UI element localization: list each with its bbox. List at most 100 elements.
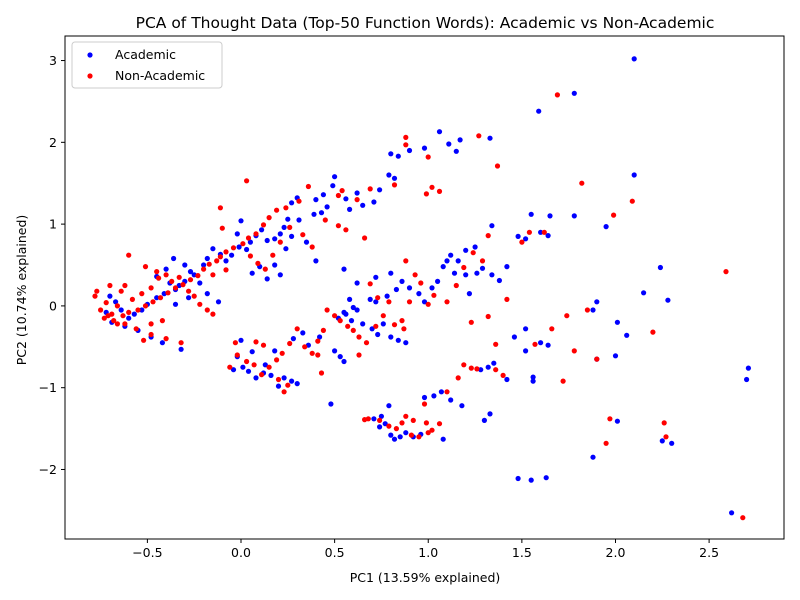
point-non-academic-8	[436, 188, 443, 194]
point-academic-136	[448, 397, 454, 403]
point-non-academic-57	[197, 301, 203, 307]
y-tick-label-1: −1	[39, 380, 57, 395]
point-non-academic-90	[453, 282, 459, 289]
point-academic-110	[547, 213, 553, 219]
point-academic-210	[451, 270, 458, 276]
point-academic-202	[515, 475, 521, 482]
point-non-academic-102	[444, 389, 450, 395]
point-academic-41	[223, 258, 229, 264]
point-non-academic-0	[554, 92, 561, 98]
point-non-academic-97	[468, 319, 474, 325]
point-academic-205	[612, 353, 619, 359]
point-non-academic-146	[380, 313, 386, 319]
point-academic-177	[348, 318, 355, 324]
point-academic-184	[395, 337, 401, 343]
point-academic-199	[659, 438, 665, 444]
point-non-academic-49	[139, 291, 145, 297]
point-non-academic-36	[142, 303, 149, 309]
point-academic-77	[238, 218, 244, 224]
point-academic-162	[230, 367, 237, 373]
point-non-academic-24	[223, 249, 229, 255]
point-academic-39	[236, 244, 242, 250]
point-academic-74	[215, 299, 222, 305]
point-academic-98	[440, 264, 446, 270]
point-non-academic-83	[343, 227, 349, 233]
point-academic-87	[313, 258, 319, 264]
point-academic-65	[159, 340, 165, 346]
point-academic-43	[210, 246, 216, 252]
point-academic-91	[388, 270, 394, 276]
point-non-academic-171	[740, 515, 746, 521]
point-academic-157	[268, 372, 274, 378]
point-non-academic-12	[339, 188, 345, 194]
point-academic-209	[444, 258, 450, 264]
point-academic-201	[528, 477, 534, 483]
point-academic-196	[744, 376, 750, 383]
point-academic-121	[590, 307, 596, 313]
point-non-academic-69	[154, 269, 160, 275]
point-academic-135	[459, 403, 465, 409]
point-academic-124	[523, 348, 529, 354]
point-academic-85	[289, 233, 295, 239]
point-academic-145	[391, 436, 398, 442]
point-academic-92	[399, 278, 405, 284]
point-non-academic-126	[294, 326, 300, 332]
legend-box	[71, 41, 223, 89]
point-non-academic-164	[629, 198, 635, 204]
point-non-academic-156	[541, 229, 547, 235]
point-non-academic-43	[98, 307, 104, 313]
point-non-academic-108	[393, 426, 399, 432]
point-non-academic-82	[335, 223, 341, 229]
point-non-academic-170	[663, 434, 669, 440]
x-tick-label-3: 1.0	[418, 545, 438, 560]
point-non-academic-70	[219, 225, 225, 231]
point-academic-114	[489, 223, 495, 229]
point-academic-25	[347, 206, 353, 212]
point-academic-66	[178, 346, 184, 352]
point-non-academic-105	[416, 434, 422, 440]
point-non-academic-6	[429, 184, 435, 190]
point-non-academic-85	[403, 258, 409, 264]
point-academic-59	[107, 293, 113, 299]
point-non-academic-172	[436, 421, 443, 427]
point-academic-75	[186, 295, 192, 301]
point-non-academic-133	[244, 358, 250, 365]
point-academic-137	[438, 389, 444, 395]
y-tick-label-4: 2	[49, 135, 57, 150]
legend-label-non-academic: Non-Academic	[115, 68, 205, 83]
point-academic-194	[523, 326, 529, 332]
point-non-academic-23	[230, 245, 237, 251]
point-academic-140	[440, 436, 446, 442]
point-non-academic-148	[401, 326, 407, 332]
point-academic-103	[479, 265, 486, 271]
point-non-academic-84	[362, 235, 368, 241]
point-academic-155	[281, 375, 287, 381]
point-non-academic-46	[107, 282, 113, 289]
point-non-academic-162	[579, 180, 585, 186]
point-non-academic-173	[429, 427, 435, 433]
point-non-academic-40	[114, 303, 120, 309]
point-non-academic-54	[176, 274, 182, 280]
point-academic-14	[332, 174, 338, 180]
point-non-academic-147	[391, 322, 398, 328]
point-academic-72	[197, 280, 203, 286]
point-non-academic-167	[607, 416, 613, 422]
point-academic-29	[296, 217, 302, 223]
point-non-academic-106	[408, 432, 414, 438]
point-non-academic-88	[431, 292, 437, 298]
point-non-academic-81	[322, 217, 328, 223]
point-non-academic-122	[320, 327, 326, 333]
point-non-academic-185	[148, 321, 154, 327]
point-non-academic-62	[148, 331, 154, 338]
point-non-academic-5	[403, 142, 409, 148]
points-layer	[92, 56, 752, 521]
point-academic-35	[259, 227, 265, 233]
point-non-academic-79	[300, 232, 306, 238]
point-academic-13	[391, 175, 398, 181]
point-academic-52	[154, 295, 160, 301]
point-academic-106	[504, 264, 510, 270]
point-academic-102	[472, 244, 478, 250]
point-academic-107	[515, 233, 521, 239]
point-academic-97	[435, 278, 441, 284]
point-academic-27	[318, 210, 325, 216]
